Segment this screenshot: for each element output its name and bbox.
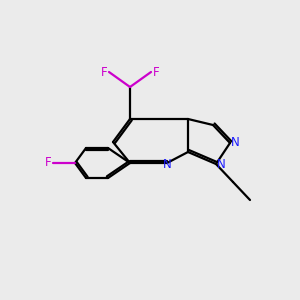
Text: F: F <box>100 65 107 79</box>
Text: F: F <box>153 65 160 79</box>
Text: F: F <box>44 157 51 169</box>
Text: N: N <box>217 158 226 170</box>
Text: N: N <box>231 136 240 149</box>
Text: N: N <box>163 158 171 170</box>
